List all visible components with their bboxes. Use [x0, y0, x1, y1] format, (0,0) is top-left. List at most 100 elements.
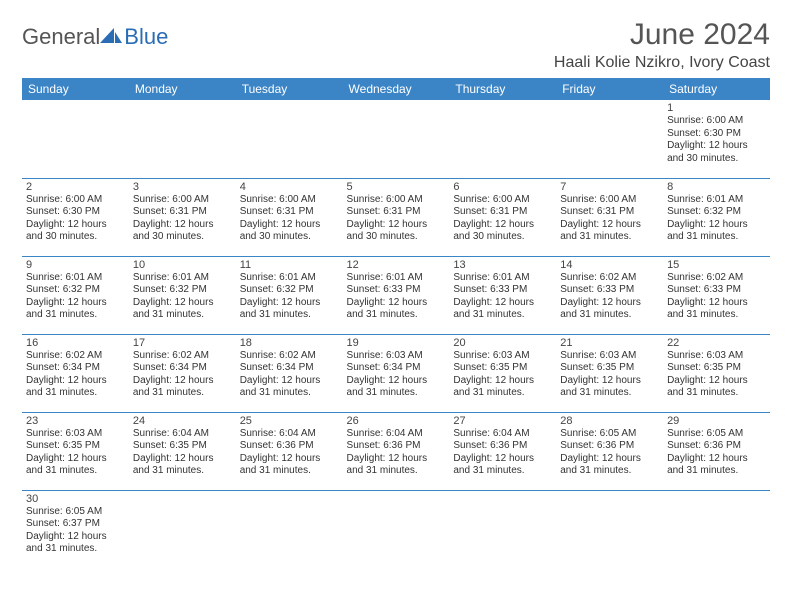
logo-text-blue: Blue	[124, 24, 168, 50]
day-sunrise: Sunrise: 6:00 AM	[133, 194, 232, 207]
day-daylight1: Daylight: 12 hours	[347, 219, 446, 232]
day-sunrise: Sunrise: 6:00 AM	[560, 194, 659, 207]
day-sunset: Sunset: 6:33 PM	[667, 284, 766, 297]
day-daylight2: and 31 minutes.	[240, 465, 339, 478]
day-number: 15	[667, 259, 766, 271]
day-sunset: Sunset: 6:32 PM	[133, 284, 232, 297]
day-daylight1: Daylight: 12 hours	[347, 453, 446, 466]
calendar-cell: 5Sunrise: 6:00 AMSunset: 6:31 PMDaylight…	[343, 178, 450, 256]
calendar-cell: 21Sunrise: 6:03 AMSunset: 6:35 PMDayligh…	[556, 334, 663, 412]
day-daylight1: Daylight: 12 hours	[560, 219, 659, 232]
day-daylight1: Daylight: 12 hours	[26, 219, 125, 232]
calendar-cell: 9Sunrise: 6:01 AMSunset: 6:32 PMDaylight…	[22, 256, 129, 334]
calendar-cell: 19Sunrise: 6:03 AMSunset: 6:34 PMDayligh…	[343, 334, 450, 412]
day-daylight1: Daylight: 12 hours	[26, 375, 125, 388]
day-daylight1: Daylight: 12 hours	[453, 453, 552, 466]
day-daylight1: Daylight: 12 hours	[347, 375, 446, 388]
day-daylight2: and 31 minutes.	[560, 387, 659, 400]
calendar-cell: 2Sunrise: 6:00 AMSunset: 6:30 PMDaylight…	[22, 178, 129, 256]
day-daylight2: and 31 minutes.	[453, 309, 552, 322]
logo: General Blue	[22, 24, 168, 50]
day-daylight1: Daylight: 12 hours	[560, 453, 659, 466]
day-sunrise: Sunrise: 6:03 AM	[560, 350, 659, 363]
calendar-row: 9Sunrise: 6:01 AMSunset: 6:32 PMDaylight…	[22, 256, 770, 334]
day-sunset: Sunset: 6:31 PM	[347, 206, 446, 219]
day-daylight2: and 30 minutes.	[347, 231, 446, 244]
calendar-row: 2Sunrise: 6:00 AMSunset: 6:30 PMDaylight…	[22, 178, 770, 256]
day-sunset: Sunset: 6:35 PM	[667, 362, 766, 375]
calendar-cell: 28Sunrise: 6:05 AMSunset: 6:36 PMDayligh…	[556, 412, 663, 490]
day-sunset: Sunset: 6:33 PM	[453, 284, 552, 297]
weekday-header: Thursday	[449, 78, 556, 100]
day-number: 17	[133, 337, 232, 349]
calendar-row: 30Sunrise: 6:05 AMSunset: 6:37 PMDayligh…	[22, 490, 770, 568]
day-number: 18	[240, 337, 339, 349]
day-daylight2: and 30 minutes.	[240, 231, 339, 244]
day-number: 22	[667, 337, 766, 349]
day-daylight1: Daylight: 12 hours	[667, 453, 766, 466]
calendar-cell: 29Sunrise: 6:05 AMSunset: 6:36 PMDayligh…	[663, 412, 770, 490]
day-sunset: Sunset: 6:31 PM	[133, 206, 232, 219]
day-sunrise: Sunrise: 6:03 AM	[347, 350, 446, 363]
day-daylight1: Daylight: 12 hours	[453, 297, 552, 310]
day-daylight2: and 31 minutes.	[667, 231, 766, 244]
day-daylight1: Daylight: 12 hours	[26, 453, 125, 466]
day-daylight2: and 31 minutes.	[240, 387, 339, 400]
calendar-cell: 4Sunrise: 6:00 AMSunset: 6:31 PMDaylight…	[236, 178, 343, 256]
day-daylight1: Daylight: 12 hours	[240, 453, 339, 466]
day-sunset: Sunset: 6:34 PM	[133, 362, 232, 375]
day-number: 2	[26, 181, 125, 193]
day-sunrise: Sunrise: 6:03 AM	[26, 428, 125, 441]
calendar-row: 23Sunrise: 6:03 AMSunset: 6:35 PMDayligh…	[22, 412, 770, 490]
day-number: 5	[347, 181, 446, 193]
day-sunset: Sunset: 6:30 PM	[667, 128, 766, 141]
day-daylight1: Daylight: 12 hours	[240, 375, 339, 388]
weekday-header: Saturday	[663, 78, 770, 100]
day-sunset: Sunset: 6:33 PM	[560, 284, 659, 297]
day-number: 11	[240, 259, 339, 271]
day-sunrise: Sunrise: 6:02 AM	[560, 272, 659, 285]
day-number: 30	[26, 493, 125, 505]
day-sunrise: Sunrise: 6:00 AM	[347, 194, 446, 207]
day-number: 7	[560, 181, 659, 193]
day-sunrise: Sunrise: 6:05 AM	[560, 428, 659, 441]
weekday-header: Wednesday	[343, 78, 450, 100]
calendar-cell: 8Sunrise: 6:01 AMSunset: 6:32 PMDaylight…	[663, 178, 770, 256]
month-title: June 2024	[554, 18, 770, 52]
day-daylight2: and 31 minutes.	[347, 309, 446, 322]
calendar-cell: 30Sunrise: 6:05 AMSunset: 6:37 PMDayligh…	[22, 490, 129, 568]
day-number: 3	[133, 181, 232, 193]
day-number: 25	[240, 415, 339, 427]
calendar-cell: 23Sunrise: 6:03 AMSunset: 6:35 PMDayligh…	[22, 412, 129, 490]
day-sunset: Sunset: 6:32 PM	[26, 284, 125, 297]
day-sunset: Sunset: 6:35 PM	[453, 362, 552, 375]
day-daylight1: Daylight: 12 hours	[133, 219, 232, 232]
day-daylight1: Daylight: 12 hours	[240, 219, 339, 232]
calendar-cell: 15Sunrise: 6:02 AMSunset: 6:33 PMDayligh…	[663, 256, 770, 334]
day-daylight1: Daylight: 12 hours	[560, 297, 659, 310]
day-daylight1: Daylight: 12 hours	[240, 297, 339, 310]
day-sunset: Sunset: 6:31 PM	[453, 206, 552, 219]
title-block: June 2024 Haali Kolie Nzikro, Ivory Coas…	[554, 18, 770, 72]
day-sunrise: Sunrise: 6:04 AM	[240, 428, 339, 441]
calendar-cell: 24Sunrise: 6:04 AMSunset: 6:35 PMDayligh…	[129, 412, 236, 490]
day-daylight1: Daylight: 12 hours	[667, 140, 766, 153]
calendar-cell: 13Sunrise: 6:01 AMSunset: 6:33 PMDayligh…	[449, 256, 556, 334]
calendar-cell: 1Sunrise: 6:00 AMSunset: 6:30 PMDaylight…	[663, 100, 770, 178]
day-number: 27	[453, 415, 552, 427]
day-number: 4	[240, 181, 339, 193]
day-sunset: Sunset: 6:34 PM	[240, 362, 339, 375]
day-sunset: Sunset: 6:37 PM	[26, 518, 125, 531]
day-sunrise: Sunrise: 6:05 AM	[667, 428, 766, 441]
calendar-cell: 27Sunrise: 6:04 AMSunset: 6:36 PMDayligh…	[449, 412, 556, 490]
calendar-cell	[236, 490, 343, 568]
calendar-cell: 26Sunrise: 6:04 AMSunset: 6:36 PMDayligh…	[343, 412, 450, 490]
day-daylight2: and 30 minutes.	[26, 231, 125, 244]
day-sunset: Sunset: 6:30 PM	[26, 206, 125, 219]
day-sunset: Sunset: 6:35 PM	[133, 440, 232, 453]
day-sunrise: Sunrise: 6:04 AM	[347, 428, 446, 441]
calendar-cell	[129, 490, 236, 568]
day-number: 21	[560, 337, 659, 349]
day-daylight2: and 31 minutes.	[347, 465, 446, 478]
day-number: 19	[347, 337, 446, 349]
